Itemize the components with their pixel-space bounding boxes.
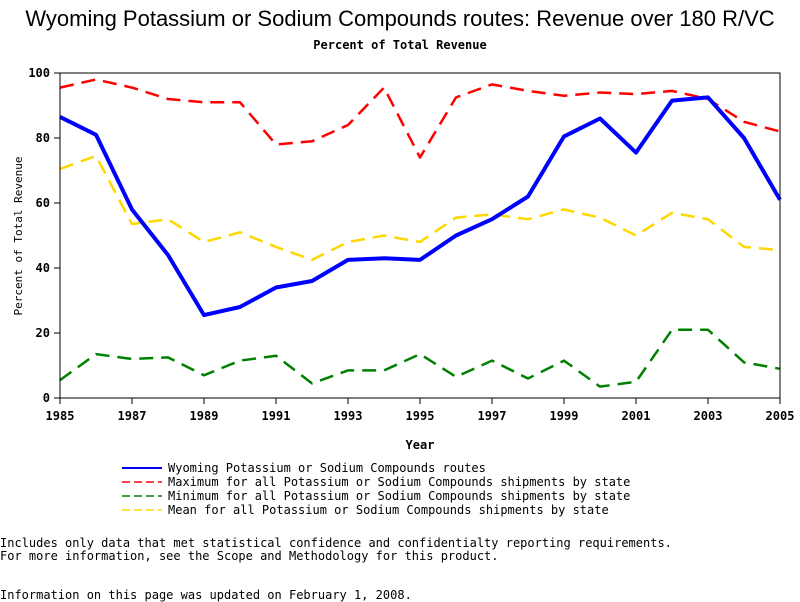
y-axis-label: Percent of Total Revenue	[12, 157, 25, 316]
x-tick-label-2005: 2005	[766, 409, 795, 423]
y-tick-label-100: 100	[28, 66, 50, 80]
x-tick-label-1991: 1991	[262, 409, 291, 423]
y-tick-label-0: 0	[43, 391, 50, 405]
series-line-maximum	[59, 78, 781, 159]
footnote-methodology: For more information, see the Scope and …	[0, 549, 499, 563]
x-tick-label-1997: 1997	[478, 409, 507, 423]
chart-subtitle: Percent of Total Revenue	[313, 38, 487, 52]
x-tick-label-1993: 1993	[334, 409, 363, 423]
legend-swatch-minimum	[122, 495, 162, 497]
line-chart: 1985 1987 1989 1991 1993 1995 1997 1999 2001 2003…	[12, 66, 794, 452]
x-tick-label-2001: 2001	[622, 409, 651, 423]
plot-frame	[59, 72, 781, 399]
legend-item-maximum: Maximum for all Potassium or Sodium Comp…	[120, 475, 630, 489]
x-axis-label: Year	[406, 438, 435, 452]
axis-layer: 1985 1987 1989 1991 1993 1995 1997 1999 2001 2003…	[28, 66, 794, 423]
footnote-updated: Information on this page was updated on …	[0, 588, 412, 602]
y-tick-label-60: 60	[36, 196, 50, 210]
x-tick-label-1987: 1987	[118, 409, 147, 423]
x-tick-label-1985: 1985	[46, 409, 75, 423]
legend-swatch-wyoming	[122, 467, 162, 469]
y-tick-label-80: 80	[36, 131, 50, 145]
y-tick-label-20: 20	[36, 326, 50, 340]
legend-item-wyoming: Wyoming Potassium or Sodium Compounds ro…	[120, 461, 630, 475]
series-line-minimum	[59, 328, 781, 388]
x-tick-label-1995: 1995	[406, 409, 435, 423]
series-line-wyoming	[59, 95, 782, 318]
legend-swatch-maximum	[122, 481, 162, 483]
footnote-confidence: Includes only data that met statistical …	[0, 536, 672, 550]
chart-title: Wyoming Potassium or Sodium Compounds ro…	[25, 6, 775, 31]
x-tick-label-2003: 2003	[694, 409, 723, 423]
legend-item-minimum: Minimum for all Potassium or Sodium Comp…	[120, 489, 630, 503]
legend: Wyoming Potassium or Sodium Compounds ro…	[120, 461, 630, 517]
x-tick-label-1989: 1989	[190, 409, 219, 423]
series-line-mean	[59, 154, 781, 262]
legend-label-minimum: Minimum for all Potassium or Sodium Comp…	[168, 489, 631, 503]
legend-label-wyoming: Wyoming Potassium or Sodium Compounds ro…	[168, 461, 486, 475]
series-layer	[59, 78, 782, 388]
legend-swatch-mean	[122, 509, 162, 511]
legend-label-mean: Mean for all Potassium or Sodium Compoun…	[168, 503, 609, 517]
legend-label-maximum: Maximum for all Potassium or Sodium Comp…	[168, 475, 631, 489]
y-tick-label-40: 40	[36, 261, 50, 275]
legend-item-mean: Mean for all Potassium or Sodium Compoun…	[120, 503, 630, 517]
x-tick-label-1999: 1999	[550, 409, 579, 423]
